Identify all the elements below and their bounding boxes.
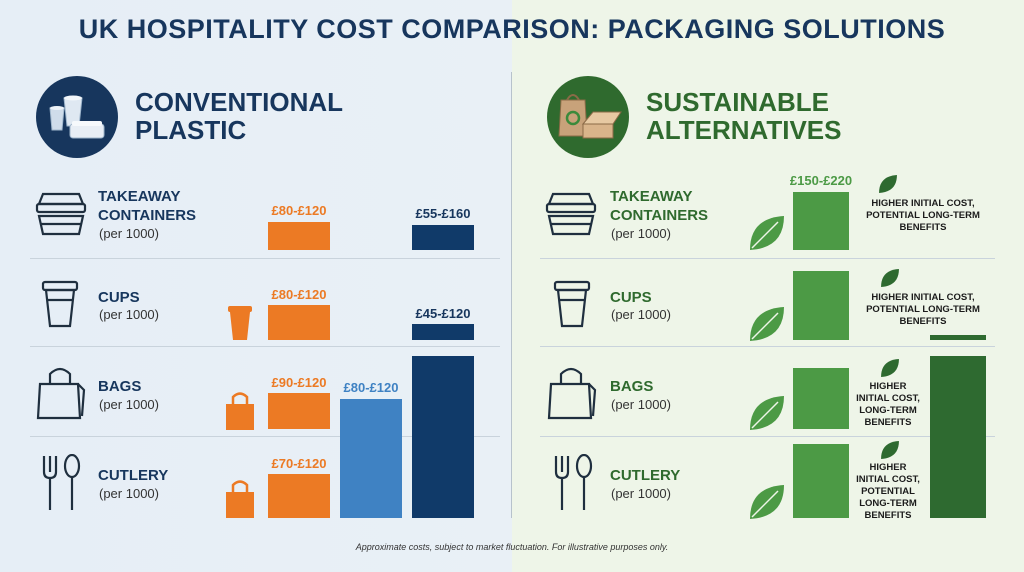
bag-icon: [547, 364, 597, 427]
bar-green-cutlery: [793, 444, 849, 518]
left-heading-line1: CONVENTIONAL: [135, 87, 343, 117]
row-label-cups: CUPS: [98, 289, 140, 306]
plastic-cups-container-icon: [36, 76, 118, 158]
leaf-icon: [748, 483, 786, 526]
bar-label-navy-cups: £45-£120: [415, 306, 471, 321]
row-sub-cutlery: (per 1000): [611, 486, 671, 501]
row-label-line: CONTAINERS: [610, 207, 709, 224]
bag-icon: [224, 390, 256, 435]
panel-divider: [511, 72, 512, 518]
row-label-line: TAKEAWAY: [98, 188, 181, 205]
row-label-line: CONTAINERS: [98, 207, 197, 224]
paper-bag-box-recycle-icon: [547, 76, 629, 158]
row-separator: [540, 346, 995, 347]
bag-icon: [224, 478, 256, 523]
row-sub-cutlery: (per 1000): [99, 486, 159, 501]
leaf-icon: [748, 214, 786, 257]
bar-dark-green-tall: [930, 356, 986, 518]
leaf-icon: [880, 358, 900, 383]
leaf-icon: [880, 440, 900, 465]
row-separator: [30, 436, 500, 437]
bar-orange-cups: [268, 305, 330, 340]
left-panel-heading: CONVENTIONAL PLASTIC: [135, 88, 343, 144]
note-cups: HIGHER INITIAL COST, POTENTIAL LONG-TERM…: [866, 292, 980, 327]
left-heading-line2: PLASTIC: [135, 115, 247, 145]
right-heading-line1: SUSTAINABLE: [646, 87, 829, 117]
bar-green-takeaway: [793, 192, 849, 250]
note-takeaway: HIGHER INITIAL COST, POTENTIAL LONG-TERM…: [866, 198, 980, 233]
takeaway-container-icon: [543, 190, 599, 245]
row-sub-cups: (per 1000): [99, 307, 159, 322]
row-separator: [540, 436, 995, 437]
leaf-icon: [748, 305, 786, 348]
bar-label-blue: £80-£120: [343, 380, 399, 395]
row-label-cutlery: CUTLERY: [98, 467, 169, 484]
row-label-bags: BAGS: [98, 378, 142, 395]
footnote: Approximate costs, subject to market flu…: [355, 542, 669, 552]
bar-orange-takeaway: [268, 222, 330, 250]
row-separator: [30, 346, 500, 347]
bar-label-orange-bags: £90-£120: [271, 375, 327, 390]
bar-green-cups: [793, 271, 849, 340]
row-sub-cups: (per 1000): [611, 307, 671, 322]
row-sub-bags: (per 1000): [611, 397, 671, 412]
cutlery-icon: [552, 453, 596, 519]
page-title: UK HOSPITALITY COST COMPARISON: PACKAGIN…: [78, 14, 946, 44]
note-bags: HIGHER INITIAL COST, LONG-TERM BENEFITS: [856, 381, 920, 428]
row-label-cutlery: CUTLERY: [610, 467, 681, 484]
bar-label-orange-cups: £80-£120: [271, 287, 327, 302]
bar-navy-takeaway: [412, 225, 474, 250]
row-label-takeaway: TAKEAWAY CONTAINERS: [98, 187, 238, 225]
bar-orange-bags: [268, 393, 330, 429]
cup-icon: [550, 278, 594, 335]
row-label-cups: CUPS: [610, 289, 652, 306]
bar-green-bags: [793, 368, 849, 429]
note-cutlery: HIGHER INITIAL COST, POTENTIAL LONG-TERM…: [856, 462, 920, 521]
leaf-icon: [880, 268, 900, 293]
bar-label-navy-takeaway: £55-£160: [415, 206, 471, 221]
bar-dark-green-thin: [930, 335, 986, 340]
right-panel-heading: SUSTAINABLE ALTERNATIVES: [646, 88, 841, 144]
bar-navy-tall: [412, 356, 474, 518]
leaf-icon: [748, 394, 786, 437]
row-separator: [30, 258, 500, 259]
leaf-icon: [878, 174, 898, 199]
cup-icon: [38, 278, 82, 335]
row-label-bags: BAGS: [610, 378, 654, 395]
takeaway-container-icon: [33, 190, 89, 245]
row-label-line: TAKEAWAY: [610, 188, 693, 205]
bar-label-orange-cutlery: £70-£120: [271, 456, 327, 471]
right-heading-line2: ALTERNATIVES: [646, 115, 842, 145]
bar-label-green-takeaway: £150-£220: [789, 173, 853, 188]
cutlery-icon: [40, 453, 84, 519]
bar-label-orange-takeaway: £80-£120: [271, 203, 327, 218]
row-sub-takeaway: (per 1000): [611, 226, 671, 241]
bag-icon: [36, 364, 86, 427]
cup-icon: [226, 304, 254, 347]
row-separator: [540, 258, 995, 259]
bar-navy-cups: [412, 324, 474, 340]
row-sub-takeaway: (per 1000): [99, 226, 159, 241]
bar-orange-cutlery: [268, 474, 330, 518]
row-sub-bags: (per 1000): [99, 397, 159, 412]
row-label-takeaway: TAKEAWAY CONTAINERS: [610, 187, 750, 225]
bar-blue-bags-cutlery: [340, 399, 402, 518]
